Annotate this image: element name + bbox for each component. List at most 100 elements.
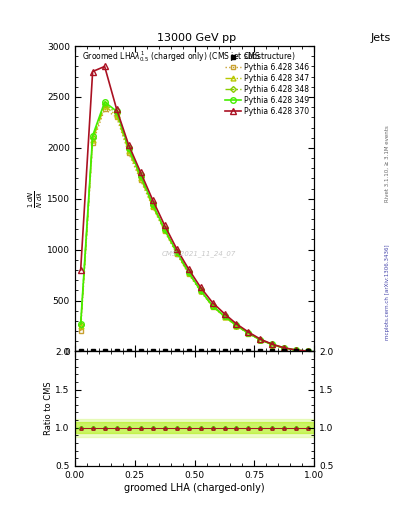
Line: Pythia 6.428 348: Pythia 6.428 348	[79, 102, 310, 353]
Pythia 6.428 370	[270, 341, 275, 347]
Pythia 6.428 348	[234, 323, 239, 329]
Pythia 6.428 347	[294, 347, 299, 353]
CMS	[210, 348, 215, 354]
Line: Pythia 6.428 349: Pythia 6.428 349	[78, 99, 311, 354]
Pythia 6.428 348	[282, 345, 287, 351]
Pythia 6.428 370	[294, 347, 299, 353]
Pythia 6.428 346	[150, 204, 155, 210]
CMS	[294, 348, 299, 354]
Pythia 6.428 348	[90, 135, 95, 141]
Pythia 6.428 370	[114, 106, 119, 112]
Pythia 6.428 349	[186, 269, 191, 275]
Pythia 6.428 370	[198, 284, 203, 290]
Pythia 6.428 370	[246, 329, 251, 335]
Pythia 6.428 349	[246, 330, 251, 336]
Pythia 6.428 349	[306, 348, 311, 354]
Pythia 6.428 346	[126, 150, 131, 156]
Pythia 6.428 370	[306, 348, 311, 354]
Pythia 6.428 370	[162, 222, 167, 228]
Pythia 6.428 349	[78, 321, 83, 327]
Pythia 6.428 347	[186, 270, 191, 276]
Pythia 6.428 348	[174, 249, 179, 255]
Pythia 6.428 346	[306, 348, 311, 354]
Pythia 6.428 349	[138, 172, 143, 178]
Pythia 6.428 346	[90, 140, 95, 146]
Pythia 6.428 370	[210, 300, 215, 306]
Pythia 6.428 347	[150, 203, 155, 209]
Pythia 6.428 348	[138, 174, 143, 180]
Pythia 6.428 347	[198, 288, 203, 294]
CMS	[162, 348, 167, 354]
Pythia 6.428 349	[222, 313, 227, 319]
CMS	[102, 348, 107, 354]
Pythia 6.428 347	[282, 345, 287, 351]
Text: CMS_2021_11_24_07: CMS_2021_11_24_07	[162, 250, 237, 257]
Pythia 6.428 349	[282, 345, 287, 351]
Pythia 6.428 348	[294, 347, 299, 353]
CMS	[78, 348, 83, 354]
Text: mcplots.cern.ch [arXiv:1306.3436]: mcplots.cern.ch [arXiv:1306.3436]	[385, 244, 389, 339]
Pythia 6.428 346	[186, 271, 191, 277]
Bar	[75, 422, 314, 433]
Pythia 6.428 346	[174, 251, 179, 257]
Pythia 6.428 370	[258, 336, 263, 343]
Pythia 6.428 349	[258, 337, 263, 343]
Pythia 6.428 346	[294, 347, 299, 353]
Pythia 6.428 349	[90, 133, 95, 139]
CMS	[150, 348, 155, 354]
Pythia 6.428 370	[90, 69, 95, 75]
X-axis label: groomed LHA (charged-only): groomed LHA (charged-only)	[124, 482, 265, 493]
CMS	[258, 348, 263, 354]
CMS	[306, 348, 311, 354]
Pythia 6.428 348	[306, 348, 311, 354]
Pythia 6.428 370	[282, 345, 287, 351]
Legend: CMS, Pythia 6.428 346, Pythia 6.428 347, Pythia 6.428 348, Pythia 6.428 349, Pyt: CMS, Pythia 6.428 346, Pythia 6.428 347,…	[222, 49, 312, 119]
Pythia 6.428 349	[162, 226, 167, 232]
Pythia 6.428 348	[150, 202, 155, 208]
Pythia 6.428 349	[234, 322, 239, 328]
Line: Pythia 6.428 370: Pythia 6.428 370	[78, 63, 311, 354]
Pythia 6.428 346	[210, 304, 215, 310]
Pythia 6.428 348	[162, 227, 167, 233]
Line: Pythia 6.428 346: Pythia 6.428 346	[78, 107, 311, 354]
Pythia 6.428 346	[234, 323, 239, 329]
CMS	[222, 348, 227, 354]
Pythia 6.428 347	[270, 342, 275, 348]
Pythia 6.428 348	[198, 287, 203, 293]
Pythia 6.428 347	[114, 112, 119, 118]
Pythia 6.428 347	[78, 323, 83, 329]
Pythia 6.428 370	[150, 197, 155, 203]
CMS	[174, 348, 179, 354]
Pythia 6.428 347	[246, 330, 251, 336]
CMS	[126, 348, 131, 354]
Pythia 6.428 370	[174, 246, 179, 252]
Pythia 6.428 347	[174, 250, 179, 256]
Pythia 6.428 348	[210, 303, 215, 309]
Pythia 6.428 349	[102, 99, 107, 105]
Pythia 6.428 346	[114, 114, 119, 120]
Pythia 6.428 347	[210, 303, 215, 309]
Pythia 6.428 370	[78, 267, 83, 273]
Pythia 6.428 370	[234, 321, 239, 327]
Pythia 6.428 348	[258, 337, 263, 343]
CMS	[270, 348, 275, 354]
Pythia 6.428 349	[174, 249, 179, 255]
Pythia 6.428 348	[126, 146, 131, 153]
Pythia 6.428 348	[186, 269, 191, 275]
Pythia 6.428 347	[102, 103, 107, 109]
Pythia 6.428 349	[150, 201, 155, 207]
Pythia 6.428 349	[198, 287, 203, 293]
Pythia 6.428 370	[126, 142, 131, 148]
Pythia 6.428 348	[102, 101, 107, 107]
Pythia 6.428 347	[90, 137, 95, 143]
Pythia 6.428 347	[222, 313, 227, 319]
Bar	[75, 419, 314, 437]
CMS	[138, 348, 143, 354]
CMS	[186, 348, 191, 354]
Pythia 6.428 349	[210, 303, 215, 309]
Pythia 6.428 349	[270, 342, 275, 348]
Pythia 6.428 346	[222, 314, 227, 320]
CMS	[198, 348, 203, 354]
Text: Rivet 3.1.10, ≥ 3.1M events: Rivet 3.1.10, ≥ 3.1M events	[385, 125, 389, 202]
Pythia 6.428 349	[294, 347, 299, 353]
